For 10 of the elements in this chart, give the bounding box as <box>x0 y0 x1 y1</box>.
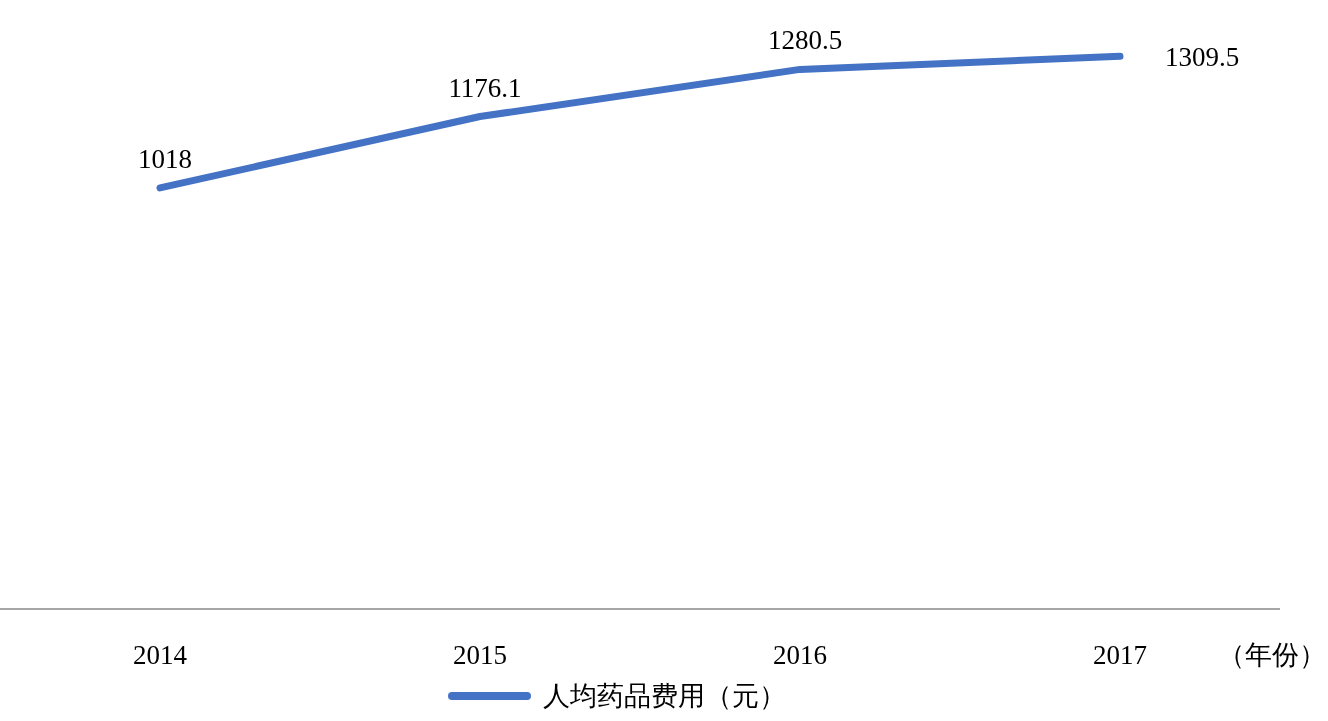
data-label: 1280.5 <box>767 25 843 56</box>
x-axis-title: （年份） <box>1218 640 1326 670</box>
data-label: 1018 <box>138 143 192 174</box>
x-tick-label: 2017 <box>1093 640 1147 670</box>
data-label: 1176.1 <box>448 72 522 103</box>
x-tick-label: 2014 <box>133 640 188 670</box>
data-label: 1309.5 <box>1164 42 1240 73</box>
legend-label: 人均药品费用（元） <box>543 681 786 711</box>
x-tick-label: 2016 <box>773 640 827 670</box>
x-tick-label: 2015 <box>453 640 507 670</box>
